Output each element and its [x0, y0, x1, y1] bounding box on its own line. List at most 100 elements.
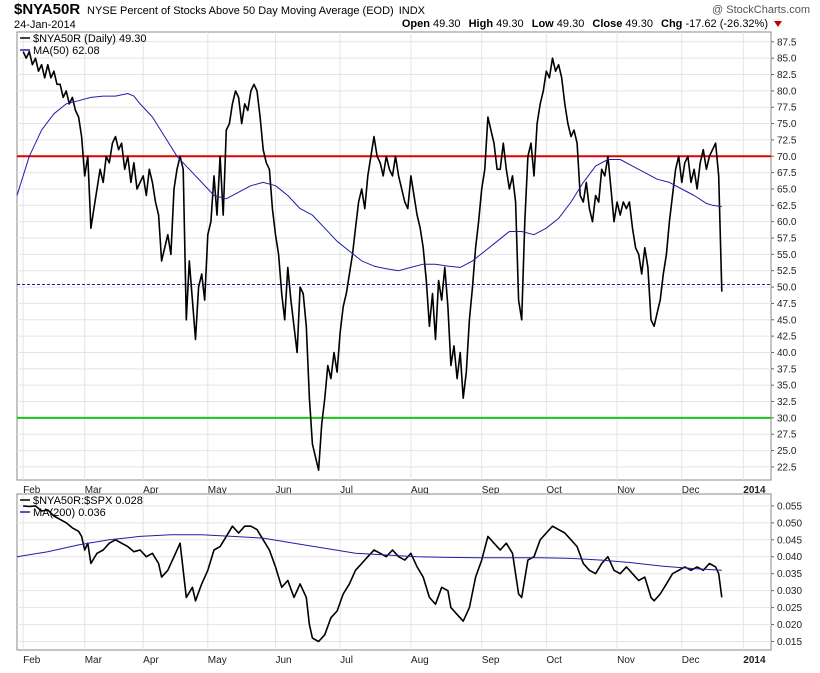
- ratio-plot-frame: [16, 493, 772, 651]
- ratio-x-tick-label: Jun: [276, 655, 292, 666]
- main-y-tick-label: 45.0: [777, 315, 797, 326]
- ratio-y-tick-label: 0.055: [777, 501, 802, 512]
- main-y-tick-label: 85.0: [777, 54, 797, 65]
- main-panel: 22.5 25.0 27.5 30.0 32.5 35.0 37.5 40.0 42.5 45.0…: [16, 31, 797, 496]
- ratio-x-tick-label: May: [208, 655, 227, 666]
- ratio-x-tick-label: Sep: [482, 655, 500, 666]
- main-y-tick-label: 22.5: [777, 462, 797, 473]
- main-y-tick-label: 72.5: [777, 135, 797, 146]
- main-x-tick-label: Feb: [23, 485, 41, 496]
- main-y-tick-label: 70.0: [777, 152, 797, 163]
- main-y-tick-label: 35.0: [777, 381, 797, 392]
- main-x-tick-label: Aug: [411, 485, 429, 496]
- ratio-x-tick-label: Mar: [85, 655, 103, 666]
- ratio-y-tick-label: 0.045: [777, 535, 802, 546]
- main-y-tick-label: 77.5: [777, 103, 797, 114]
- high-value: 49.30: [496, 18, 524, 30]
- down-arrow-icon: [774, 21, 782, 27]
- open-value: 49.30: [433, 18, 461, 30]
- ratio-y-axis: 0.015 0.020 0.025 0.030 0.035 0.040 0.045 0.050…: [771, 501, 802, 648]
- ratio-x-tick-label: 2014: [743, 655, 766, 666]
- main-y-tick-label: 82.5: [777, 70, 797, 81]
- ratio-y-tick-label: 0.040: [777, 552, 802, 563]
- chg-label: Chg: [661, 18, 682, 30]
- ratio-series-line-1: [16, 534, 722, 571]
- main-reference-lines: [17, 155, 771, 419]
- ratio-x-tick-label: Oct: [546, 655, 562, 666]
- main-y-tick-label: 80.0: [777, 86, 797, 97]
- main-x-tick-label: Apr: [143, 485, 159, 496]
- main-y-axis: 22.5 25.0 27.5 30.0 32.5 35.0 37.5 40.0 42.5 45.0…: [771, 37, 797, 473]
- main-y-tick-label: 40.0: [777, 348, 797, 359]
- main-series-line-1: [16, 93, 722, 272]
- main-x-tick-label: Oct: [546, 485, 562, 496]
- ratio-y-tick-label: 0.050: [777, 518, 802, 529]
- main-y-tick-label: 87.5: [777, 37, 797, 48]
- main-y-tick-label: 27.5: [777, 430, 797, 441]
- main-y-tick-label: 75.0: [777, 119, 797, 130]
- main-legend-price: $NYA50R (Daily) 49.30: [33, 33, 147, 45]
- main-series: [16, 50, 723, 471]
- ratio-x-tick-label: Jul: [340, 655, 353, 666]
- main-x-tick-label: Sep: [482, 485, 500, 496]
- main-legend-ma: MA(50) 62.08: [33, 45, 100, 57]
- close-label: Close: [592, 18, 622, 30]
- ratio-series-line-0: [23, 505, 723, 643]
- chart-symbol: $NYA50R: [14, 1, 80, 18]
- ratio-x-tick-label: Feb: [23, 655, 41, 666]
- main-y-tick-label: 42.5: [777, 332, 797, 343]
- ratio-y-tick-label: 0.025: [777, 603, 802, 614]
- main-y-tick-label: 32.5: [777, 397, 797, 408]
- main-y-tick-label: 55.0: [777, 250, 797, 261]
- main-y-tick-label: 62.5: [777, 201, 797, 212]
- close-value: 49.30: [625, 18, 653, 30]
- main-x-axis: Feb Mar Apr May Jun Jul Aug Sep Oct Nov Dec 2014: [23, 485, 766, 496]
- ratio-legend-price: $NYA50R:$SPX 0.028: [33, 495, 143, 507]
- quote-line: Open 49.30 High 49.30 Low 49.30 Close 49…: [402, 18, 768, 30]
- main-legend: $NYA50R (Daily) 49.30 MA(50) 62.08: [20, 33, 147, 57]
- main-y-tick-label: 37.5: [777, 364, 797, 375]
- main-y-tick-label: 50.0: [777, 283, 797, 294]
- ratio-y-tick-label: 0.020: [777, 620, 802, 631]
- main-x-tick-label: Dec: [682, 485, 700, 496]
- chart-exchange: INDX: [399, 5, 426, 17]
- ratio-x-tick-label: Apr: [143, 655, 159, 666]
- main-x-tick-label: Mar: [85, 485, 103, 496]
- watermark: @ StockCharts.com: [712, 4, 810, 16]
- low-value: 49.30: [557, 18, 585, 30]
- ratio-legend-ma: MA(200) 0.036: [33, 507, 106, 519]
- main-y-tick-label: 60.0: [777, 217, 797, 228]
- chart-title-text: NYSE Percent of Stocks Above 50 Day Movi…: [87, 5, 394, 17]
- main-plot-frame: [16, 31, 772, 481]
- main-x-tick-label: Nov: [617, 485, 635, 496]
- ratio-x-tick-label: Nov: [617, 655, 635, 666]
- main-y-tick-label: 65.0: [777, 184, 797, 195]
- main-series-line-0: [22, 50, 723, 471]
- low-label: Low: [532, 18, 554, 30]
- ratio-legend: $NYA50R:$SPX 0.028 MA(200) 0.036: [20, 495, 143, 519]
- chart-title: NYSE Percent of Stocks Above 50 Day Movi…: [87, 5, 426, 17]
- chg-value: -17.62 (-26.32%): [685, 18, 768, 30]
- ratio-x-tick-label: Aug: [411, 655, 429, 666]
- main-x-tick-label: Jun: [276, 485, 292, 496]
- ratio-y-tick-label: 0.035: [777, 569, 802, 580]
- main-y-tick-label: 57.5: [777, 234, 797, 245]
- main-x-tick-label: 2014: [743, 485, 766, 496]
- main-y-tick-label: 52.5: [777, 266, 797, 277]
- ratio-panel: 0.015 0.020 0.025 0.030 0.035 0.040 0.045 0.050…: [16, 493, 802, 666]
- main-y-tick-label: 47.5: [777, 299, 797, 310]
- ratio-series: [16, 505, 723, 643]
- open-label: Open: [402, 18, 430, 30]
- high-label: High: [469, 18, 494, 30]
- main-y-tick-label: 30.0: [777, 413, 797, 424]
- ratio-x-axis: Feb Mar Apr May Jun Jul Aug Sep Oct Nov Dec 2014: [23, 655, 766, 666]
- ratio-y-tick-label: 0.015: [777, 637, 802, 648]
- main-y-tick-label: 25.0: [777, 446, 797, 457]
- main-x-tick-label: Jul: [340, 485, 353, 496]
- main-x-tick-label: May: [208, 485, 227, 496]
- ratio-y-tick-label: 0.030: [777, 586, 802, 597]
- chart-date: 24-Jan-2014: [14, 19, 76, 31]
- main-y-tick-label: 67.5: [777, 168, 797, 179]
